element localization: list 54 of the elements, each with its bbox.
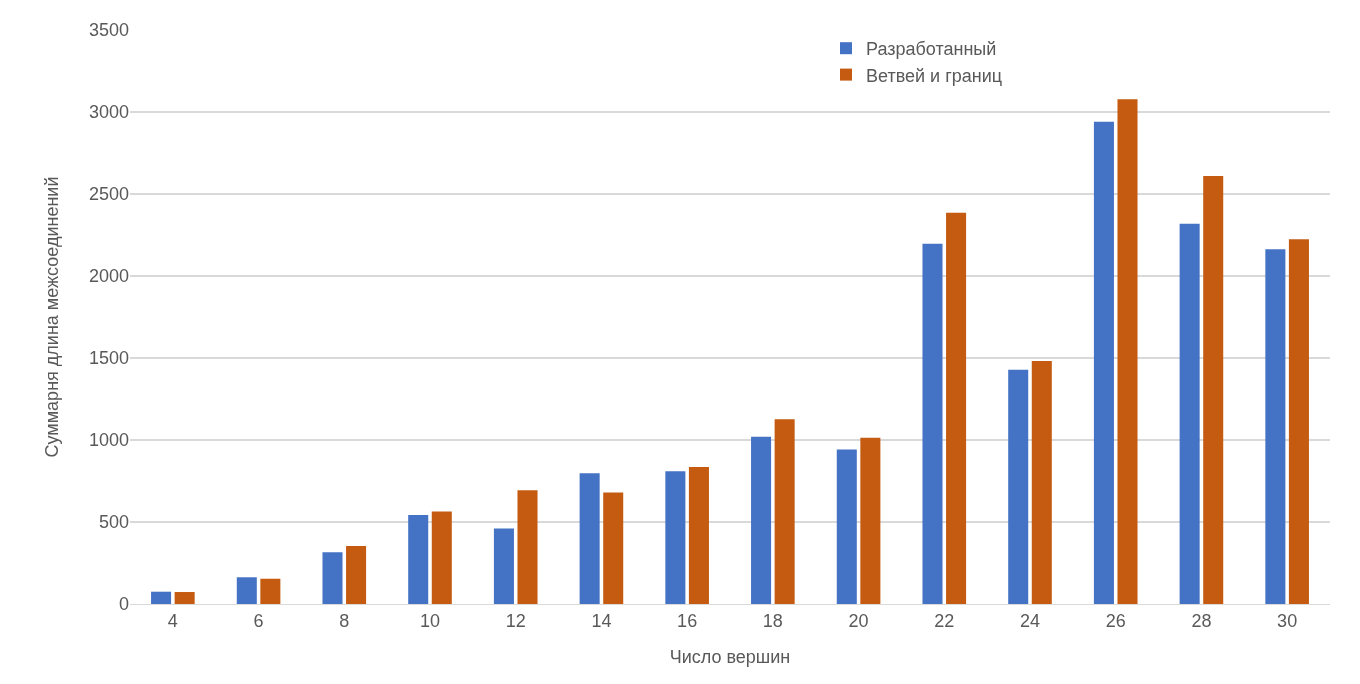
bar (688, 466, 709, 604)
bar (1265, 249, 1286, 604)
x-tick-label: 18 (762, 610, 783, 631)
y-axis-title: Суммарня длина межсоединений (42, 176, 63, 458)
bar (860, 437, 881, 604)
bar (346, 546, 367, 604)
x-tick-label: 6 (253, 610, 264, 631)
bar (236, 577, 257, 604)
bar (836, 449, 857, 604)
y-tick-label: 500 (98, 512, 129, 533)
bar (517, 490, 538, 604)
bar (1179, 223, 1200, 604)
y-tick-label: 3000 (88, 102, 129, 123)
bar (408, 514, 429, 604)
bar (1117, 99, 1138, 604)
bar (665, 471, 686, 604)
x-tick-label: 16 (677, 610, 698, 631)
y-tick-label: 1500 (88, 348, 129, 369)
x-tick-label: 4 (167, 610, 178, 631)
bar (603, 492, 624, 604)
x-tick-label: 20 (848, 610, 869, 631)
x-tick-label: 12 (505, 610, 526, 631)
x-tick-label: 24 (1019, 610, 1041, 631)
x-tick-label: 30 (1277, 610, 1298, 631)
x-tick-label: 10 (419, 610, 441, 631)
y-tick-label: 0 (118, 594, 129, 615)
y-tick-label: 2500 (88, 184, 129, 205)
bar (1031, 360, 1052, 604)
bar (922, 243, 943, 604)
y-tick-label: 1000 (88, 430, 129, 451)
x-tick-label: 14 (591, 610, 612, 631)
bar (774, 419, 795, 604)
x-tick-label: 26 (1105, 610, 1126, 631)
bar (260, 578, 281, 604)
x-tick-label: 22 (934, 610, 955, 631)
bar (946, 212, 967, 604)
bar (751, 436, 772, 604)
bar (431, 511, 452, 604)
bar (1093, 121, 1114, 604)
bar (1008, 369, 1029, 604)
x-tick-label: 28 (1191, 610, 1212, 631)
x-axis-title: Число вершин (669, 646, 791, 667)
bar (493, 528, 514, 604)
bar (322, 552, 343, 604)
bar (174, 592, 195, 604)
x-tick-label: 8 (339, 610, 350, 631)
bar (579, 473, 600, 604)
y-tick-label: 2000 (88, 266, 129, 287)
legend-label: Разработанный (866, 39, 997, 60)
legend-label: Ветвей и границ (866, 65, 1003, 86)
bar (1288, 239, 1309, 604)
y-tick-label: 3500 (88, 20, 129, 41)
bar (151, 591, 172, 604)
bar (1203, 175, 1224, 604)
